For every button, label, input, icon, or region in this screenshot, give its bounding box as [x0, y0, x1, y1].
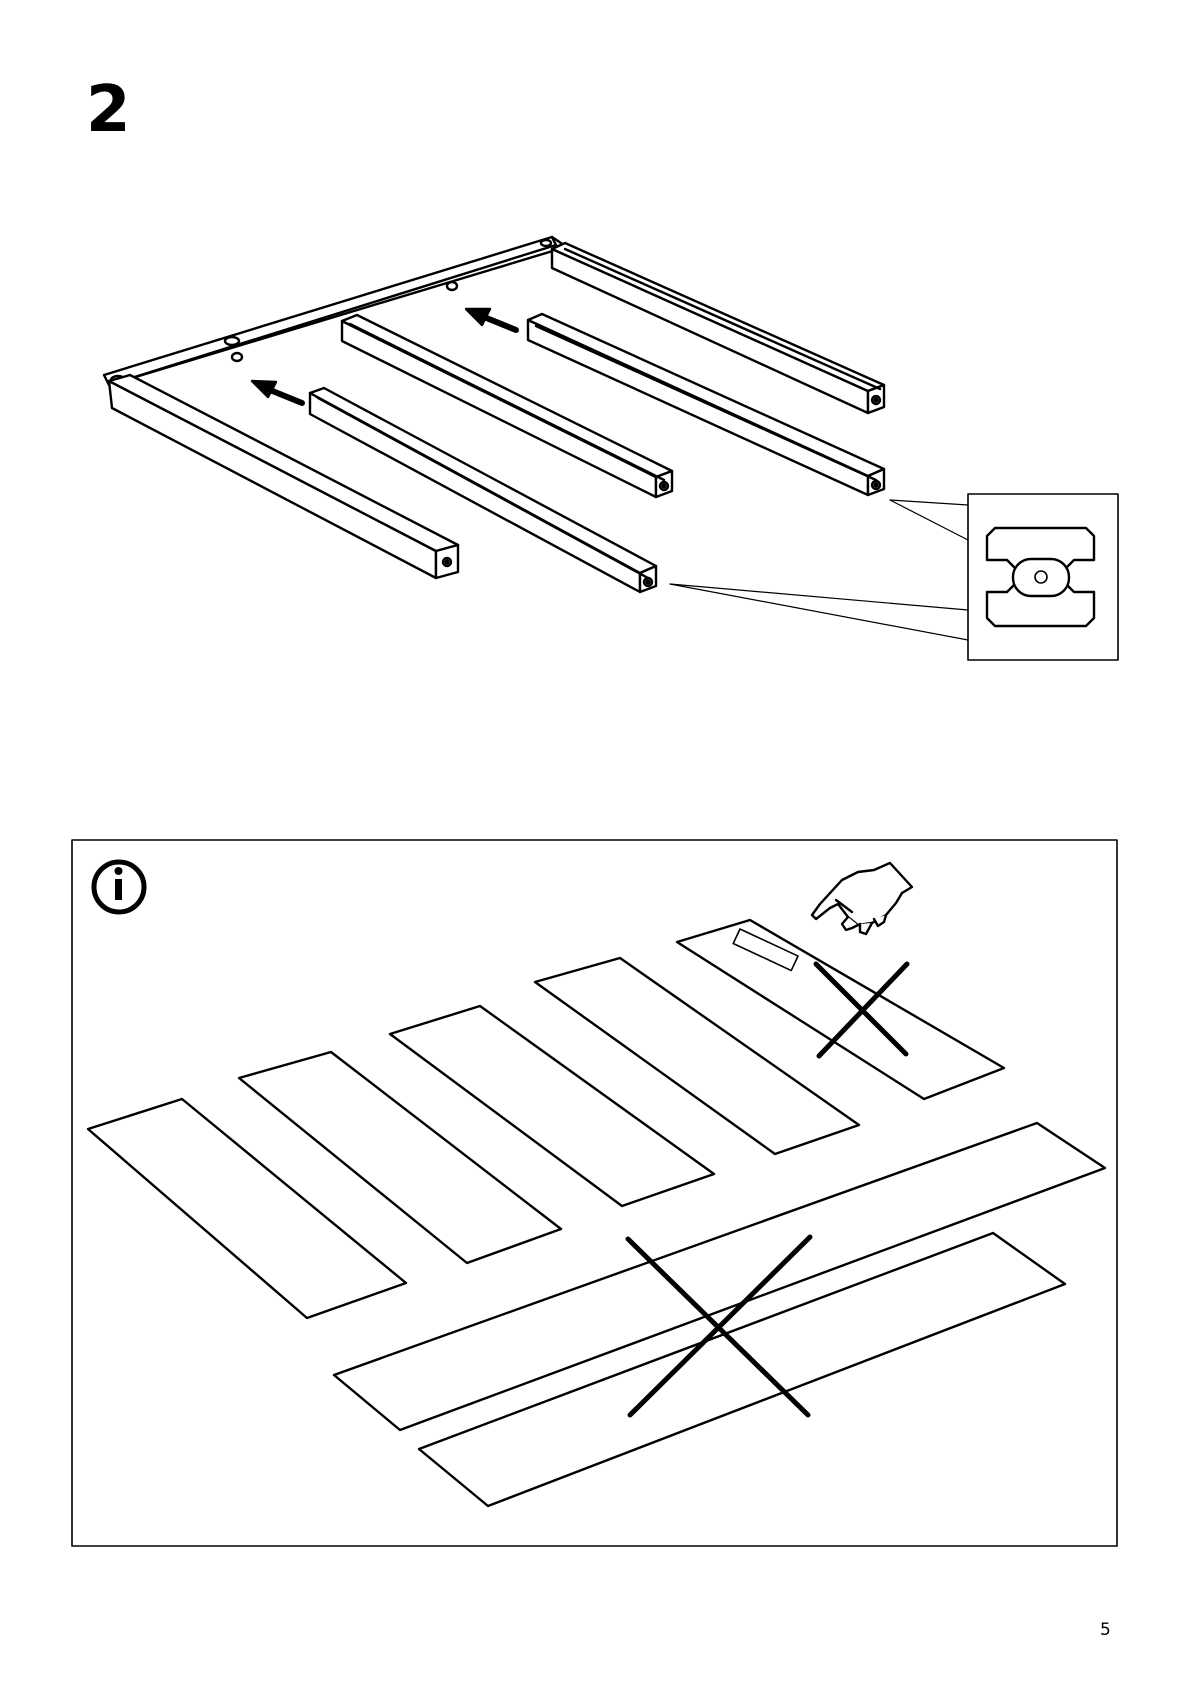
assembly-illustration [102, 235, 1119, 661]
left-side-rail [107, 373, 460, 580]
plank-strip [237, 1050, 563, 1265]
arrow-left-icon [250, 379, 305, 406]
callout-leader-lines [669, 499, 969, 641]
slat-end-detail-callout [967, 493, 1119, 661]
plank-strip [675, 918, 1006, 1101]
long-plank-strip [417, 1231, 1067, 1508]
long-plank-strip [332, 1121, 1107, 1432]
arrow-left-icon [464, 307, 519, 333]
back-rail [102, 235, 563, 387]
step-number: 2 [86, 73, 131, 147]
page-number: 5 [1100, 1620, 1111, 1640]
label-sticker [732, 928, 799, 972]
plank-strip [86, 1097, 408, 1320]
cross-mark-icon [813, 961, 910, 1059]
pointing-hand-icon [810, 861, 914, 936]
middle-rail [340, 313, 674, 499]
cross-mark-icon [625, 1234, 813, 1418]
plank-strip [533, 956, 861, 1156]
right-side-rail [550, 241, 886, 415]
info-panel-frame [71, 839, 1118, 1547]
info-icon [91, 859, 147, 915]
slat-back [526, 312, 886, 497]
slat-front [308, 386, 658, 594]
plank-strip [388, 1004, 716, 1208]
